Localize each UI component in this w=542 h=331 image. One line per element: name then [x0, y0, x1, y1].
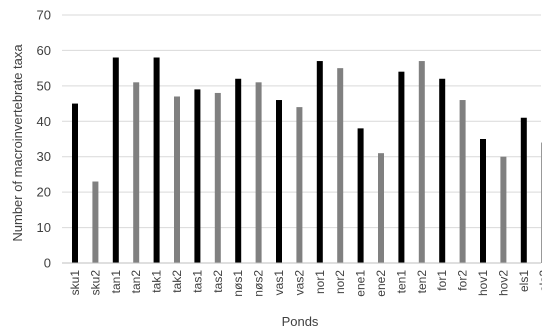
bar-tak2 — [174, 96, 180, 263]
bar-for1 — [439, 78, 446, 264]
bar-tas2 — [214, 92, 221, 263]
bar-for2 — [459, 100, 466, 264]
y-tick-label: 50 — [37, 78, 51, 93]
y-tick-label: 40 — [37, 114, 51, 129]
bar-ten1 — [398, 71, 405, 263]
x-tick-label: for2 — [456, 270, 470, 291]
bar-nor2 — [337, 68, 344, 264]
y-tick-label: 20 — [37, 185, 51, 200]
x-tick-label: els1 — [517, 270, 531, 292]
x-tick-label: ene2 — [374, 270, 388, 297]
x-tick-label: vas1 — [272, 270, 286, 296]
x-tick-label: for1 — [435, 270, 449, 291]
x-tick-label: tas2 — [211, 270, 225, 293]
x-tick-label: vas2 — [292, 270, 306, 296]
x-tick-label: sku1 — [68, 270, 82, 296]
x-tick-label: hov2 — [496, 270, 510, 296]
x-tick-label: hov1 — [476, 270, 490, 296]
bar-nor1 — [316, 61, 323, 263]
bar-hov1 — [480, 139, 486, 263]
x-tick-label: tan1 — [109, 270, 123, 294]
y-tick-label: 30 — [37, 149, 51, 164]
bar-sku1 — [72, 103, 78, 263]
x-tick-label: nøs1 — [231, 270, 245, 297]
bar-tak1 — [153, 57, 160, 264]
x-tick-label: ten2 — [415, 270, 429, 294]
x-tick-label: tan2 — [129, 270, 143, 294]
y-axis-title: Number of macroinvertebrate taxa — [10, 44, 25, 242]
bar-nøs2 — [255, 82, 262, 263]
bar-ene2 — [378, 153, 384, 263]
bar-nøs1 — [235, 78, 242, 264]
x-tick-label: tak1 — [150, 270, 164, 293]
y-tick-label: 70 — [37, 8, 51, 23]
bar-hov2 — [500, 156, 507, 263]
bar-sku2 — [92, 181, 99, 263]
bar-tan1 — [112, 57, 119, 264]
y-tick-label: 10 — [37, 220, 51, 235]
x-tick-label: sku2 — [88, 270, 102, 296]
bar-ene1 — [357, 128, 364, 263]
bar-els1 — [520, 117, 527, 263]
x-tick-label: nor2 — [333, 270, 347, 294]
bars — [72, 57, 542, 264]
x-tick-label: ene1 — [354, 270, 368, 297]
x-tick-label: tas1 — [190, 270, 204, 293]
y-tick-labels: 0 10 20 30 40 50 60 70 — [37, 8, 51, 271]
x-tick-label: nor1 — [313, 270, 327, 294]
bar-tan2 — [133, 82, 140, 263]
bar-ten2 — [418, 61, 425, 263]
x-tick-labels: sku1 sku2 tan1 tan2 tak1 tak2 tas1 tas2 nøs1 nøs2… — [68, 270, 542, 297]
bar-vas2 — [296, 107, 303, 263]
x-tick-label: nøs2 — [252, 270, 266, 297]
x-tick-label: els2 — [537, 270, 542, 292]
bar-vas1 — [276, 100, 282, 264]
x-tick-label: tak2 — [170, 270, 184, 293]
bar-tas1 — [194, 89, 201, 264]
x-axis-title: Ponds — [282, 314, 319, 329]
y-tick-label: 0 — [44, 256, 51, 271]
x-tick-label: ten1 — [394, 270, 408, 294]
y-tick-label: 60 — [37, 43, 51, 58]
